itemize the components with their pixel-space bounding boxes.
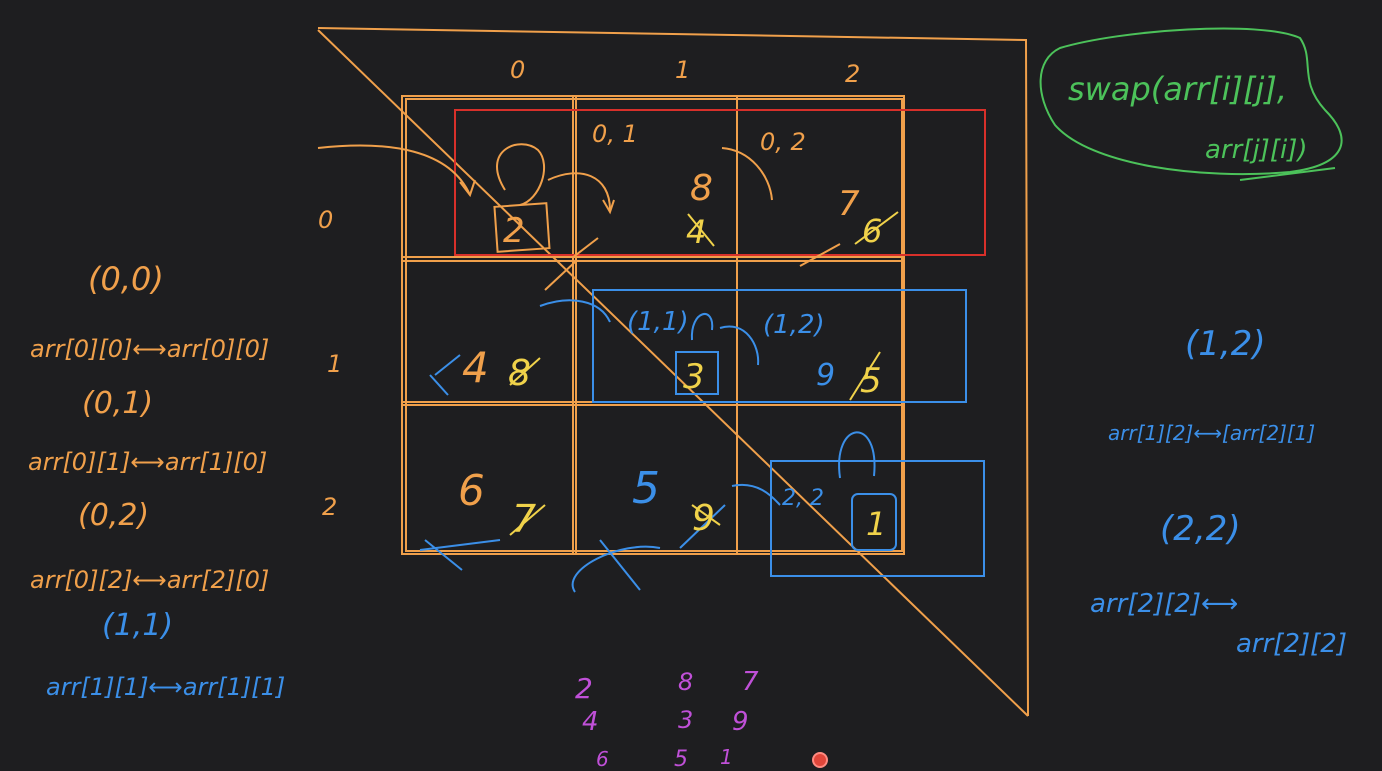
swap-note-line2: arr[j][i]): [1205, 135, 1307, 165]
right-step0-swap: arr[1][2]⟷[arr[2][1]: [1108, 421, 1315, 445]
cross-outs: [509, 211, 899, 536]
result-cell: 2: [575, 672, 593, 705]
cell10-new-value: 4: [462, 343, 489, 392]
left-step0-swap: arr[0][0]⟷arr[0][0]: [30, 335, 269, 363]
result-cell: 9: [732, 707, 749, 737]
left-step3-swap: arr[1][1]⟷arr[1][1]: [46, 673, 285, 701]
upper-triangle-outline: [317, 27, 1029, 717]
right-step0-coord: (1,2): [1185, 324, 1266, 364]
result-matrix: 2 8 7 4 3 9 6 5 1: [575, 667, 759, 771]
left-step2-coord: (0,2): [78, 498, 149, 533]
right-step1-swap-target: arr[2][2]: [1236, 629, 1347, 659]
row2-highlight-box: [770, 460, 985, 577]
cell01-new-value: 8: [690, 168, 713, 209]
cell02-coord: 0, 2: [760, 128, 806, 156]
cell00-value: 2: [503, 211, 525, 251]
cell12-coord: (1,2): [763, 310, 825, 340]
swap-arrows: [317, 144, 841, 291]
result-cell: 5: [674, 747, 688, 771]
cell21-new-value: 5: [632, 463, 660, 514]
left-step2-swap: arr[0][2]⟷arr[2][0]: [30, 566, 269, 594]
cell01-old-value: 4: [686, 213, 706, 251]
col-header-0: 0: [510, 56, 525, 84]
cell11-value: 3: [683, 357, 705, 397]
main-diagonal-line: [317, 29, 1029, 717]
cell02-new-value: 7: [838, 184, 860, 224]
result-cell: 7: [742, 667, 759, 697]
row-header-2: 2: [322, 493, 337, 521]
left-step3-coord: (1,1): [102, 608, 173, 643]
cell10-old-value: 8: [508, 353, 531, 394]
cell20-new-value: 6: [458, 466, 485, 515]
result-cell: 6: [596, 747, 609, 771]
left-step1-swap: arr[0][1]⟷arr[1][0]: [28, 448, 267, 476]
cell02-old-value: 6: [862, 212, 882, 250]
row-header-1: 1: [327, 350, 342, 378]
cell20-old-value: 7: [512, 497, 536, 541]
result-cell: 1: [720, 745, 733, 769]
col-header-2: 2: [845, 60, 860, 88]
col-header-1: 1: [675, 56, 690, 84]
blue-arrows: [419, 299, 781, 593]
cell12-old-value: 5: [860, 361, 882, 401]
swap-note-bubble: [1039, 27, 1343, 181]
row0-highlight-box: [454, 109, 986, 256]
cell22-self-swap-loop: [838, 431, 876, 479]
row-header-0: 0: [318, 206, 333, 234]
cell21-old-value: 9: [692, 498, 715, 539]
cell00-self-swap-loop: [496, 143, 545, 206]
right-step1-swap: arr[2][2]⟷: [1090, 589, 1238, 619]
swap-note-line1: swap(arr[i][j],: [1068, 70, 1287, 108]
cell11-self-swap-loop: [690, 313, 714, 341]
cell11-value-box: [675, 351, 719, 395]
cell01-coord: 0, 1: [592, 120, 638, 148]
cell12-new-value: 9: [816, 358, 835, 393]
left-step0-coord: (0,0): [88, 260, 164, 298]
cell11-coord: (1,1): [627, 307, 689, 337]
right-step1-coord: (2,2): [1160, 509, 1241, 549]
row1-highlight-box: [592, 289, 967, 403]
result-cell: 3: [678, 706, 693, 734]
cell22-value-box: [851, 493, 897, 551]
cell22-value: 1: [866, 505, 886, 543]
result-cell: 8: [678, 668, 693, 696]
result-cell: 4: [582, 707, 599, 737]
cell22-coord: 2, 2: [782, 486, 824, 511]
matrix-grid: [401, 95, 905, 555]
left-step1-coord: (0,1): [82, 386, 153, 421]
laser-pointer-icon: [812, 752, 828, 768]
